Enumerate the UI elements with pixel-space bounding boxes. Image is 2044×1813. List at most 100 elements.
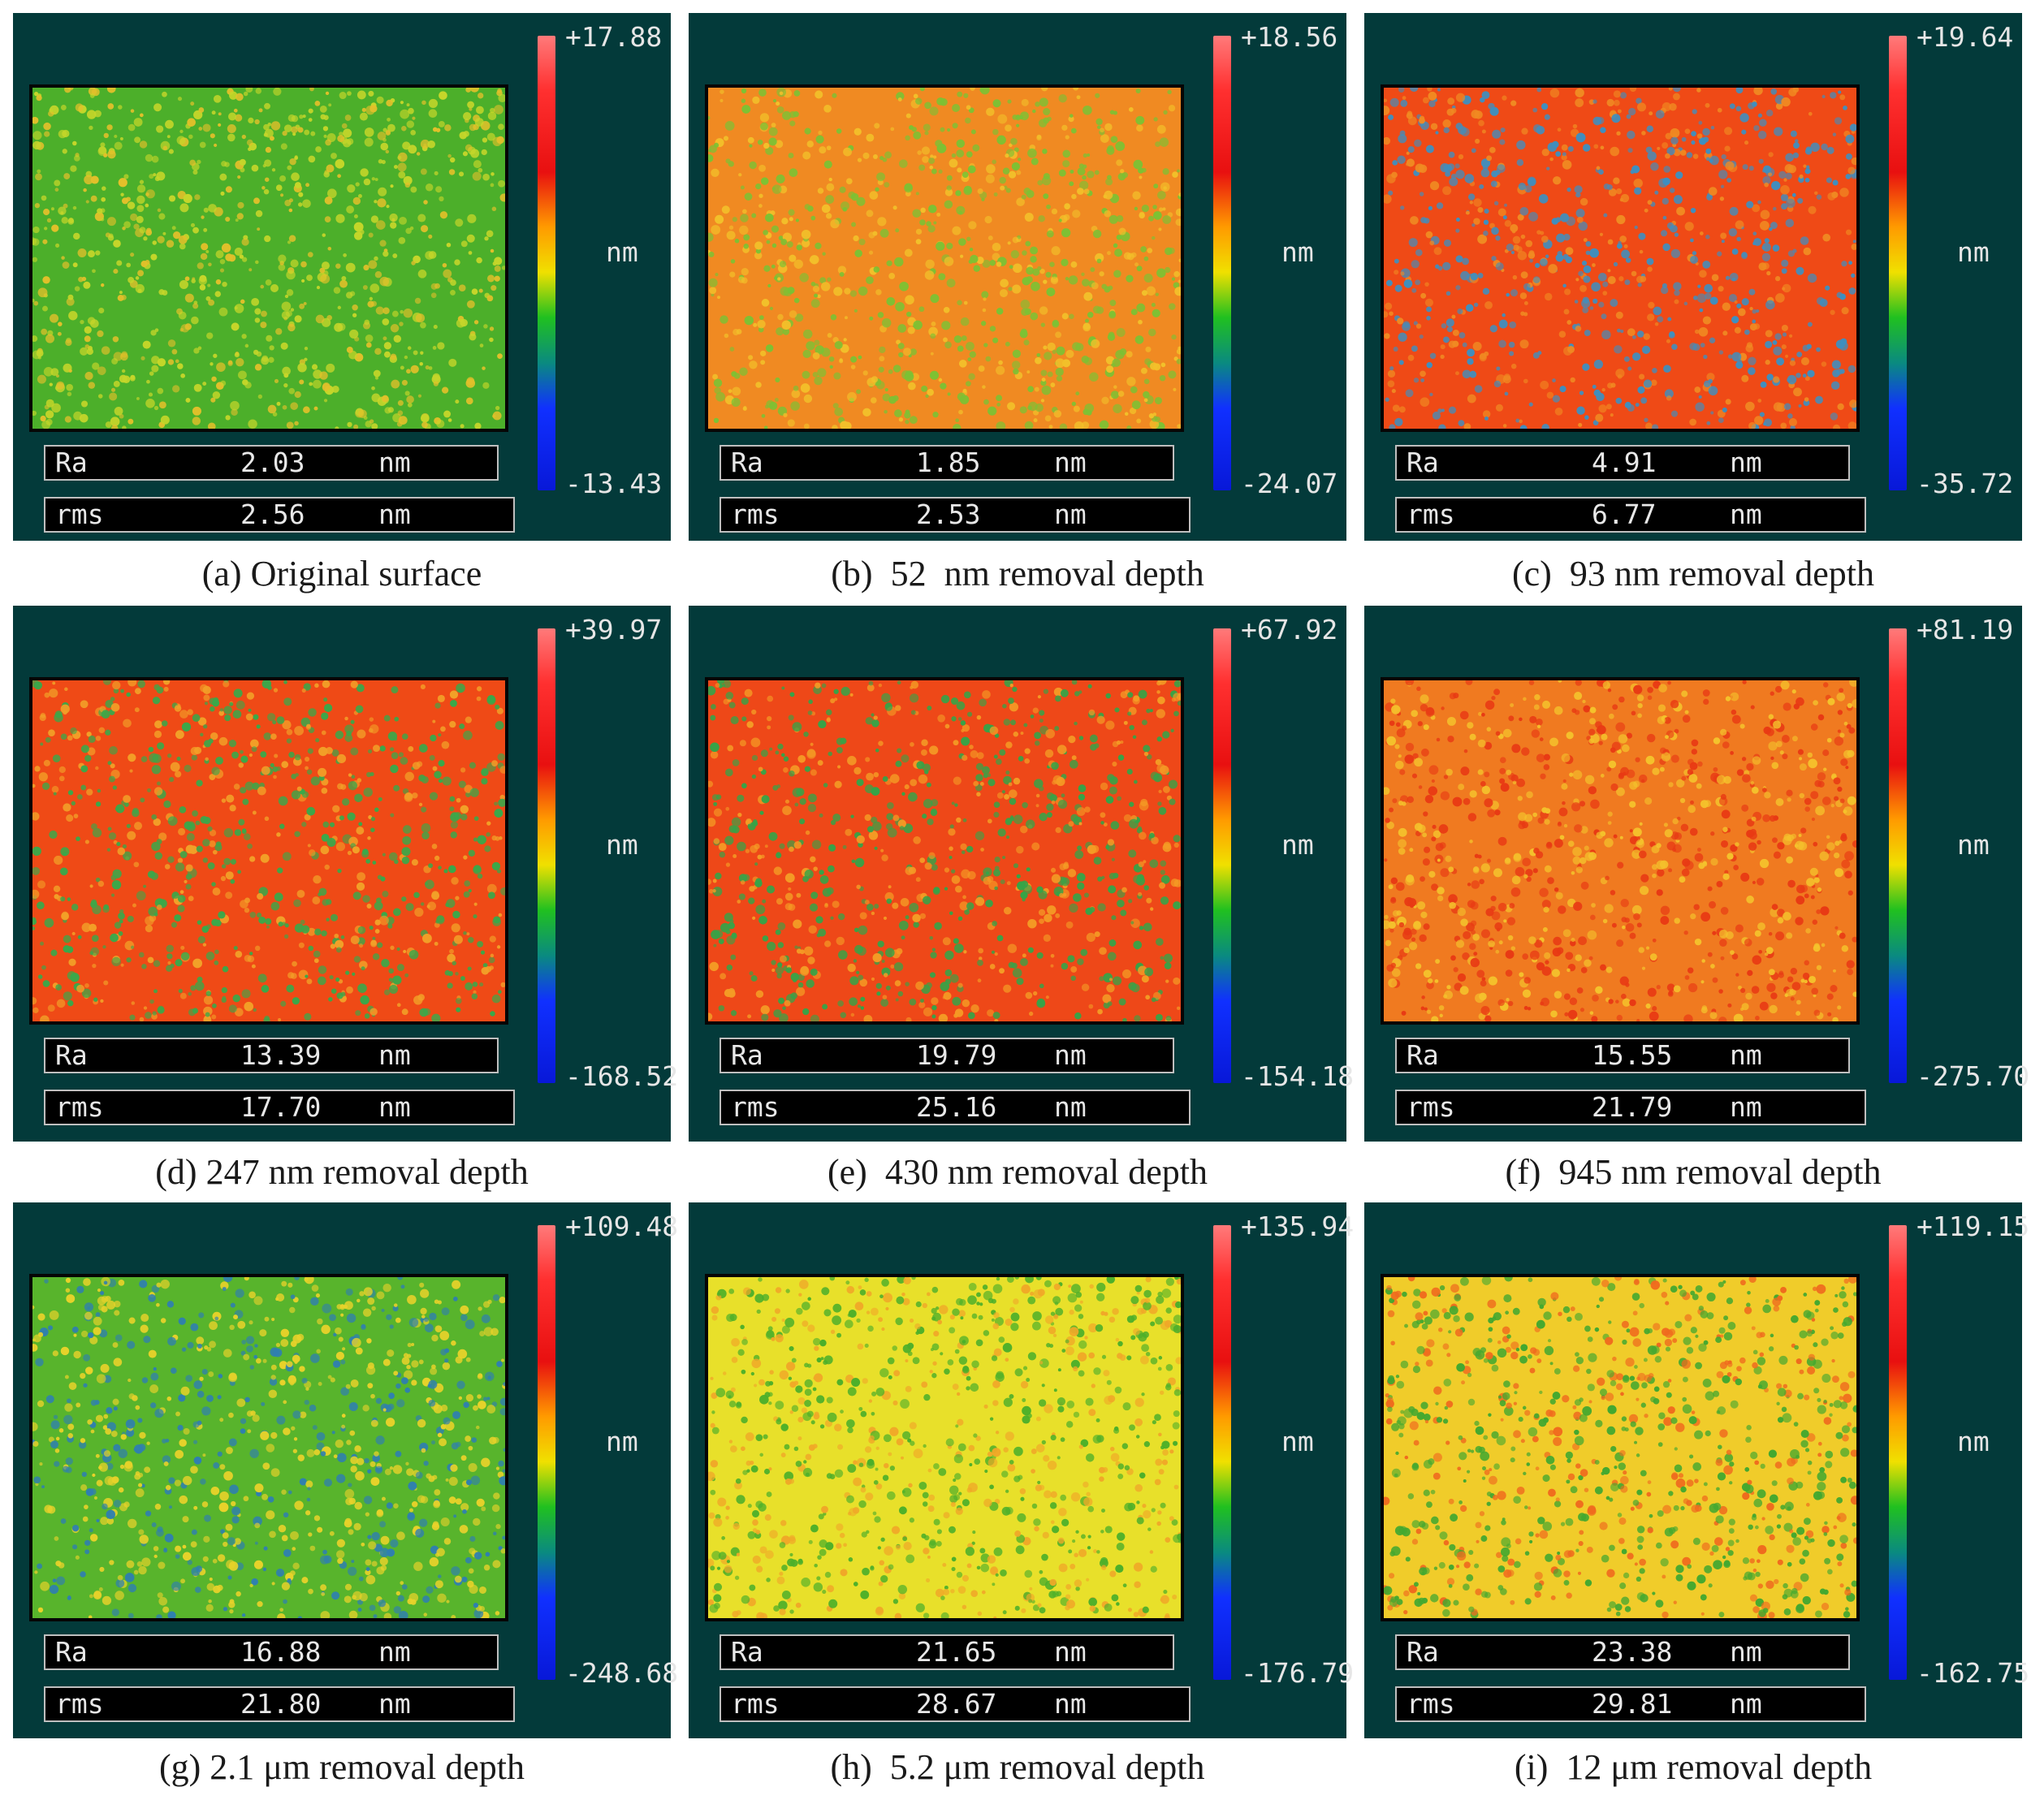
color-scale-max: +81.19 [1917,614,2014,645]
color-scale-bar [1889,628,1907,1083]
panel-caption: (d) 247 nm removal depth [155,1152,529,1192]
ra-readout: Ra 4.91 nm [1395,445,1850,481]
rms-label: rms [1407,1091,1455,1123]
rms-value: 29.81 [1592,1688,1673,1720]
surface-height-map [705,84,1184,432]
ra-label: Ra [1407,1039,1439,1071]
ra-label: Ra [55,447,88,478]
rms-readout: rms 6.77 nm [1395,497,1866,533]
rms-unit: nm [1054,499,1087,530]
ra-readout: Ra 2.03 nm [44,445,499,481]
panel-caption: (i) 12 μm removal depth [1514,1746,1873,1787]
color-scale-unit: nm [606,236,638,268]
surface-height-map [29,84,508,432]
height-map-texture [1384,1277,1856,1618]
rms-unit: nm [1730,1091,1762,1123]
color-scale-max: +18.56 [1241,21,1338,53]
rms-value: 21.79 [1592,1091,1673,1123]
ra-value: 21.65 [916,1636,997,1668]
ra-label: Ra [55,1039,88,1071]
surface-panel: +19.64 nm -35.72 Ra 4.91 nm rms 6.77 nm [1364,13,2022,541]
ra-unit: nm [378,1636,411,1668]
color-scale-min: -168.52 [565,1060,679,1092]
ra-value: 1.85 [916,447,981,478]
color-scale-max: +119.15 [1917,1211,2030,1242]
rms-value: 21.80 [240,1688,322,1720]
ra-label: Ra [55,1636,88,1668]
ra-readout: Ra 16.88 nm [44,1634,499,1670]
rms-label: rms [1407,1688,1455,1720]
rms-readout: rms 17.70 nm [44,1090,515,1125]
ra-unit: nm [378,1039,411,1071]
color-scale-max: +17.88 [565,21,663,53]
ra-label: Ra [1407,447,1439,478]
ra-value: 16.88 [240,1636,322,1668]
color-scale-min: -13.43 [565,468,663,499]
rms-readout: rms 21.80 nm [44,1686,515,1722]
surface-panel: +119.15 nm -162.75 Ra 23.38 nm rms 29.81 nm [1364,1202,2029,1738]
ra-label: Ra [731,1039,763,1071]
surface-height-map [705,677,1184,1025]
color-scale-bar [538,36,555,490]
height-map-texture [708,88,1181,429]
height-map-texture [32,88,505,429]
ra-value: 13.39 [240,1039,322,1071]
color-scale-min: -35.72 [1917,468,2014,499]
surface-height-map [29,1274,508,1621]
color-scale-bar [538,628,555,1083]
ra-value: 19.79 [916,1039,997,1071]
rms-unit: nm [1730,499,1762,530]
color-scale-max: +19.64 [1917,21,2014,53]
color-scale-min: -154.18 [1241,1060,1355,1092]
rms-label: rms [55,1091,104,1123]
rms-unit: nm [1054,1688,1087,1720]
color-scale-unit: nm [1281,236,1314,268]
ra-unit: nm [1054,1039,1087,1071]
panel-caption: (g) 2.1 μm removal depth [158,1746,525,1787]
color-scale-unit: nm [1957,829,1990,861]
rms-readout: rms 25.16 nm [720,1090,1191,1125]
surface-panel: +81.19 nm -275.70 Ra 15.55 nm rms 21.79 nm [1364,606,2029,1142]
panel-caption: (b) 52 nm removal depth [831,553,1204,594]
height-map-texture [1384,88,1856,429]
surface-height-map [1381,84,1860,432]
ra-readout: Ra 21.65 nm [720,1634,1174,1670]
rms-label: rms [55,1688,104,1720]
color-scale-bar [538,1225,555,1680]
rms-value: 2.56 [240,499,305,530]
surface-panel: +17.88 nm -13.43 Ra 2.03 nm rms 2.56 nm [13,13,671,541]
color-scale-max: +109.48 [565,1211,679,1242]
ra-unit: nm [1054,447,1087,478]
ra-unit: nm [378,447,411,478]
color-scale-max: +67.92 [1241,614,1338,645]
surface-height-map [705,1274,1184,1621]
rms-readout: rms 2.56 nm [44,497,515,533]
color-scale-bar [1213,36,1231,490]
rms-value: 25.16 [916,1091,997,1123]
ra-label: Ra [731,1636,763,1668]
rms-value: 28.67 [916,1688,997,1720]
color-scale-min: -24.07 [1241,468,1338,499]
surface-panel: +18.56 nm -24.07 Ra 1.85 nm rms 2.53 nm [689,13,1346,541]
rms-unit: nm [378,499,411,530]
rms-readout: rms 21.79 nm [1395,1090,1866,1125]
color-scale-unit: nm [1957,1426,1990,1457]
ra-readout: Ra 23.38 nm [1395,1634,1850,1670]
rms-label: rms [55,499,104,530]
rms-readout: rms 2.53 nm [720,497,1191,533]
rms-unit: nm [1730,1688,1762,1720]
color-scale-unit: nm [606,829,638,861]
color-scale-min: -275.70 [1917,1060,2030,1092]
panel-caption: (c) 93 nm removal depth [1512,553,1874,594]
color-scale-bar [1213,628,1231,1083]
color-scale-bar [1213,1225,1231,1680]
color-scale-unit: nm [1281,829,1314,861]
ra-value: 15.55 [1592,1039,1673,1071]
panel-caption: (f) 945 nm removal depth [1505,1152,1882,1192]
color-scale-max: +39.97 [565,614,663,645]
rms-value: 17.70 [240,1091,322,1123]
rms-label: rms [731,1091,780,1123]
ra-readout: Ra 1.85 nm [720,445,1174,481]
color-scale-bar [1889,36,1907,490]
ra-unit: nm [1730,1039,1762,1071]
